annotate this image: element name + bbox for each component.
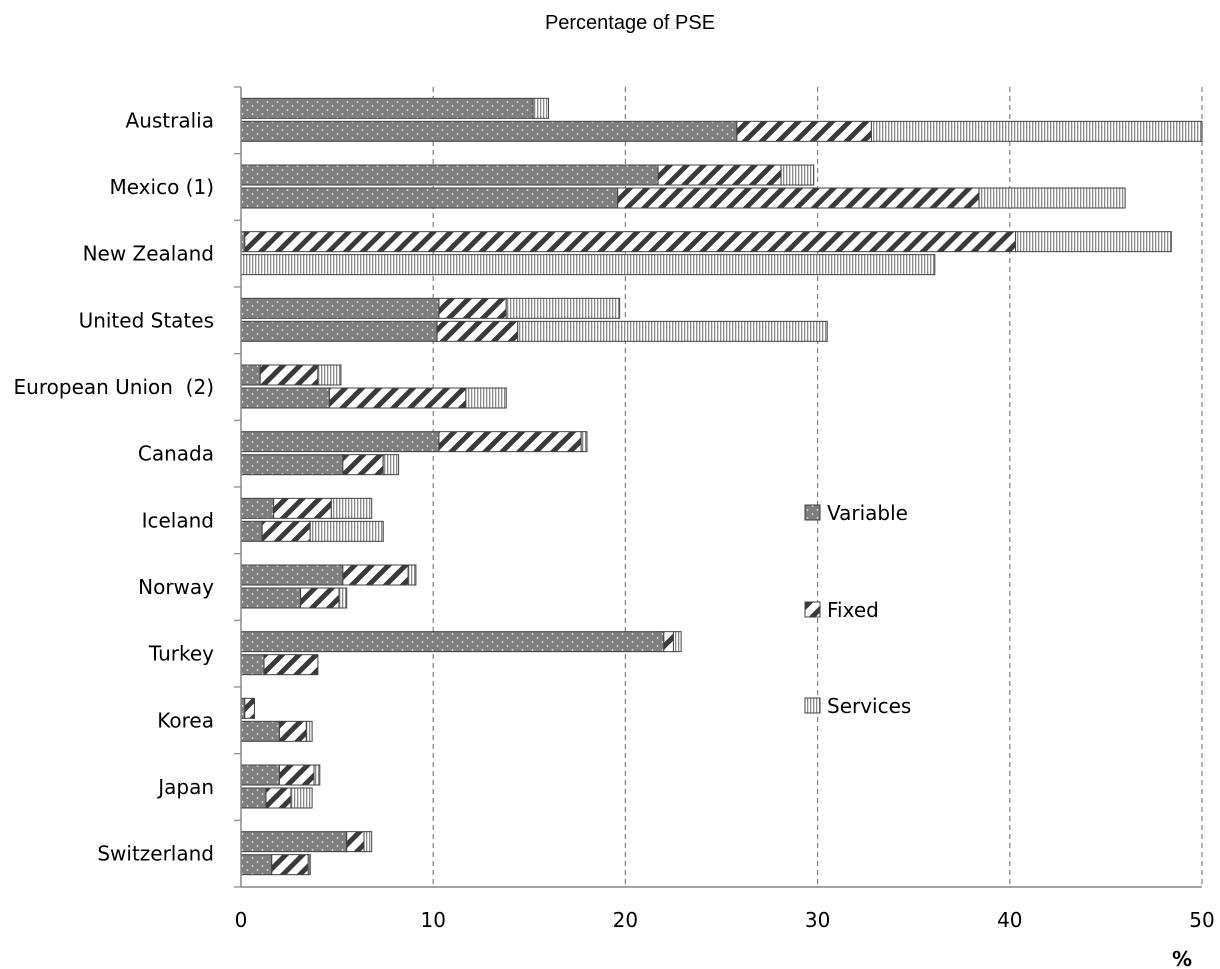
- bar-segment-fixed: [438, 431, 582, 453]
- bar-segment-fixed: [273, 497, 332, 519]
- bar-segment-variable: [240, 764, 280, 786]
- bar-segment-fixed: [342, 564, 409, 586]
- x-tick-label: 30: [805, 908, 830, 932]
- gridlines: [432, 87, 1203, 887]
- bar-segment-services: [363, 831, 373, 853]
- bar-segment-variable: [240, 120, 738, 142]
- bar-segment-services: [780, 164, 815, 186]
- bar-segment-fixed: [261, 520, 311, 542]
- bar-segment-fixed: [346, 831, 365, 853]
- bar-segment-fixed: [328, 387, 467, 409]
- bar-segment-services: [317, 364, 342, 386]
- bar-segment-variable: [240, 654, 265, 676]
- bar-segment-variable: [240, 831, 348, 853]
- bar-segment-services: [1015, 231, 1172, 253]
- bar-segment-services: [465, 387, 507, 409]
- category-label: United States: [79, 308, 214, 332]
- chart-title: Percentage of PSE: [545, 12, 715, 34]
- bar-segment-variable: [240, 387, 330, 409]
- bar-segment-fixed: [663, 631, 674, 653]
- x-tick-label: 20: [613, 908, 638, 932]
- bar-segment-variable: [240, 364, 261, 386]
- legend: Variable Fixed Services: [804, 501, 911, 718]
- category-label: Turkey: [148, 642, 214, 666]
- bar-segment-services: [978, 187, 1126, 209]
- bar-segment-services: [517, 320, 828, 342]
- bar-segment-fixed: [244, 231, 1017, 253]
- category-label: Mexico (1): [109, 175, 214, 199]
- legend-swatch-variable: [804, 504, 821, 521]
- bar-segment-services: [532, 97, 550, 119]
- bar-segment-variable: [240, 564, 344, 586]
- bar-segment-services: [240, 254, 936, 276]
- bar-segment-variable: [240, 787, 267, 809]
- category-label: Japan: [156, 775, 214, 799]
- bar-segment-fixed: [657, 164, 782, 186]
- bar-segment-variable: [240, 454, 344, 476]
- bar-segment-services: [313, 764, 321, 786]
- bar-segment-fixed: [265, 787, 292, 809]
- category-label: European Union (2): [14, 375, 214, 399]
- bar-segment-services: [330, 497, 373, 519]
- bar-segment-variable: [240, 854, 273, 876]
- bar-segment-variable: [240, 631, 665, 653]
- bars: [240, 97, 1203, 876]
- bar-segment-variable: [240, 720, 280, 742]
- bar-segment-fixed: [271, 854, 309, 876]
- bar-segment-fixed: [342, 454, 384, 476]
- bar-segment-variable: [240, 297, 440, 319]
- bar-segment-services: [382, 454, 400, 476]
- category-labels: Australia Mexico (1) New Zealand United Sta…: [14, 108, 215, 865]
- legend-label-fixed: Fixed: [827, 598, 879, 622]
- bar-segment-fixed: [278, 764, 315, 786]
- bar-segment-services: [407, 564, 417, 586]
- category-label: Korea: [157, 708, 214, 732]
- category-label: Norway: [138, 575, 214, 599]
- bar-segment-services: [309, 520, 384, 542]
- bar-segment-fixed: [263, 654, 319, 676]
- bar-segment-services: [305, 720, 313, 742]
- bar-segment-fixed: [300, 587, 340, 609]
- legend-label-services: Services: [827, 694, 911, 718]
- bar-segment-services: [870, 120, 1203, 142]
- bar-segment-variable: [240, 497, 275, 519]
- bar-segment-services: [307, 854, 311, 876]
- legend-label-variable: Variable: [827, 501, 908, 525]
- x-axis-unit-label: %: [1172, 947, 1192, 969]
- category-label: New Zealand: [83, 242, 214, 266]
- bar-segment-variable: [240, 320, 438, 342]
- bar-segment-fixed: [278, 720, 307, 742]
- bar-segment-fixed: [736, 120, 872, 142]
- bar-segment-fixed: [436, 320, 519, 342]
- legend-swatch-fixed: [804, 601, 821, 618]
- x-tick-labels: 0 10 20 30 40 50: [235, 908, 1215, 932]
- x-tick-label: 40: [997, 908, 1022, 932]
- bar-segment-services: [580, 431, 588, 453]
- bar-segment-fixed: [438, 297, 507, 319]
- bar-segment-services: [338, 587, 348, 609]
- bar-segment-services: [505, 297, 621, 319]
- bar-segment-variable: [240, 164, 659, 186]
- bar-segment-variable: [240, 587, 302, 609]
- axes: [234, 86, 1202, 888]
- category-label: Iceland: [142, 508, 214, 532]
- x-tick-label: 10: [420, 908, 445, 932]
- x-tick-label: 0: [235, 908, 248, 932]
- legend-swatch-services: [804, 697, 821, 714]
- category-label: Canada: [138, 442, 214, 466]
- bar-segment-variable: [240, 187, 619, 209]
- bar-segment-fixed: [259, 364, 319, 386]
- bar-segment-fixed: [617, 187, 980, 209]
- bar-segment-variable: [240, 431, 440, 453]
- bar-segment-services: [290, 787, 313, 809]
- bar-segment-services: [672, 631, 682, 653]
- bar-segment-variable: [240, 97, 534, 119]
- category-label: Switzerland: [97, 842, 214, 866]
- bar-segment-variable: [240, 520, 263, 542]
- category-label: Australia: [126, 108, 214, 132]
- bar-segment-fixed: [244, 697, 255, 719]
- x-tick-label: 50: [1189, 908, 1214, 932]
